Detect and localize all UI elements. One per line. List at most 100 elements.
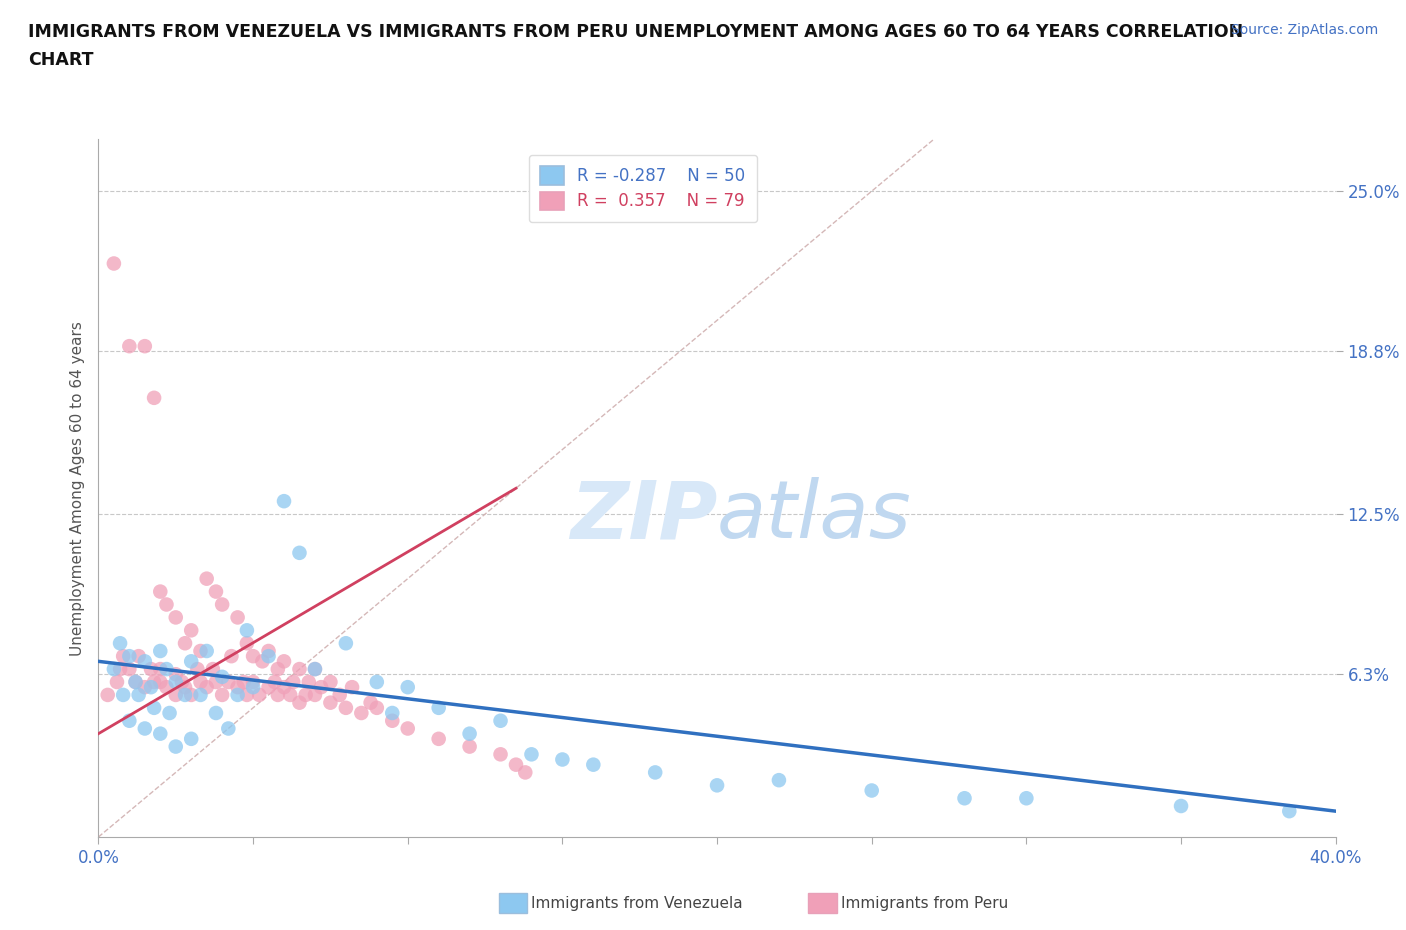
Point (242, 680, 264, 695)
Point (149, 674, 172, 689)
Point (174, 687, 197, 702)
Point (149, 584, 172, 599)
Point (551, 752, 574, 767)
Point (304, 661, 326, 676)
Point (143, 700, 166, 715)
Point (366, 700, 388, 715)
Point (139, 661, 162, 676)
Point (112, 687, 135, 702)
Point (267, 687, 290, 702)
Point (134, 654, 156, 669)
Point (860, 783, 883, 798)
Point (108, 661, 131, 676)
Point (139, 680, 162, 695)
Point (232, 674, 254, 689)
Point (118, 661, 141, 676)
Point (174, 636, 197, 651)
Point (226, 687, 249, 702)
Point (283, 674, 305, 689)
Point (768, 773, 790, 788)
Point (335, 636, 357, 651)
Point (143, 674, 166, 689)
Point (205, 706, 228, 721)
Point (165, 687, 187, 702)
Point (118, 339, 141, 353)
Point (118, 713, 141, 728)
Point (953, 790, 976, 805)
Point (128, 649, 150, 664)
Point (190, 644, 212, 658)
Point (252, 654, 274, 669)
Text: IMMIGRANTS FROM VENEZUELA VS IMMIGRANTS FROM PERU UNEMPLOYMENT AMONG AGES 60 TO : IMMIGRANTS FROM VENEZUELA VS IMMIGRANTS … (28, 23, 1243, 41)
Point (180, 654, 202, 669)
Point (159, 706, 181, 721)
Point (155, 661, 177, 676)
Point (396, 680, 419, 695)
Point (319, 696, 342, 711)
Point (155, 597, 177, 612)
Point (304, 661, 326, 676)
Text: Immigrants from Peru: Immigrants from Peru (841, 896, 1008, 910)
Point (190, 687, 212, 702)
Point (288, 661, 311, 676)
Point (267, 661, 290, 676)
Point (165, 674, 187, 689)
Point (165, 739, 187, 754)
Point (257, 680, 280, 695)
Point (489, 713, 512, 728)
Point (217, 721, 239, 736)
Point (226, 610, 249, 625)
Point (350, 706, 373, 721)
Point (174, 680, 197, 695)
Text: Source: ZipAtlas.com: Source: ZipAtlas.com (1230, 23, 1378, 37)
Point (211, 670, 233, 684)
Point (582, 757, 605, 772)
Point (298, 674, 321, 689)
Text: ZIP: ZIP (569, 477, 717, 555)
Point (257, 644, 280, 658)
Point (149, 644, 172, 658)
Point (288, 545, 311, 560)
Text: CHART: CHART (28, 51, 94, 69)
Point (105, 674, 128, 689)
Point (1278, 804, 1301, 818)
Point (165, 610, 187, 625)
Legend: R = -0.287    N = 50, R =  0.357    N = 79: R = -0.287 N = 50, R = 0.357 N = 79 (529, 154, 756, 222)
Point (366, 674, 388, 689)
Point (103, 661, 125, 676)
Point (128, 687, 150, 702)
Point (396, 721, 419, 736)
Point (195, 680, 218, 695)
Point (201, 661, 224, 676)
Point (236, 636, 259, 651)
Point (108, 636, 131, 651)
Point (112, 649, 135, 664)
Point (505, 757, 527, 772)
Point (381, 706, 404, 721)
Point (304, 687, 326, 702)
Point (273, 654, 295, 669)
Point (273, 680, 295, 695)
Point (458, 739, 481, 754)
Point (205, 584, 228, 599)
Point (236, 623, 259, 638)
Point (211, 687, 233, 702)
Point (149, 726, 172, 741)
Point (134, 721, 156, 736)
Point (381, 713, 404, 728)
Text: Immigrants from Venezuela: Immigrants from Venezuela (531, 896, 744, 910)
Point (124, 674, 146, 689)
Point (180, 731, 202, 746)
Point (340, 680, 363, 695)
Point (180, 623, 202, 638)
Point (236, 687, 259, 702)
Point (706, 777, 728, 792)
Point (190, 674, 212, 689)
Point (143, 391, 166, 405)
Point (165, 667, 187, 682)
Point (1170, 799, 1192, 814)
Point (294, 687, 316, 702)
Point (515, 765, 537, 780)
Point (520, 747, 543, 762)
Point (278, 687, 301, 702)
